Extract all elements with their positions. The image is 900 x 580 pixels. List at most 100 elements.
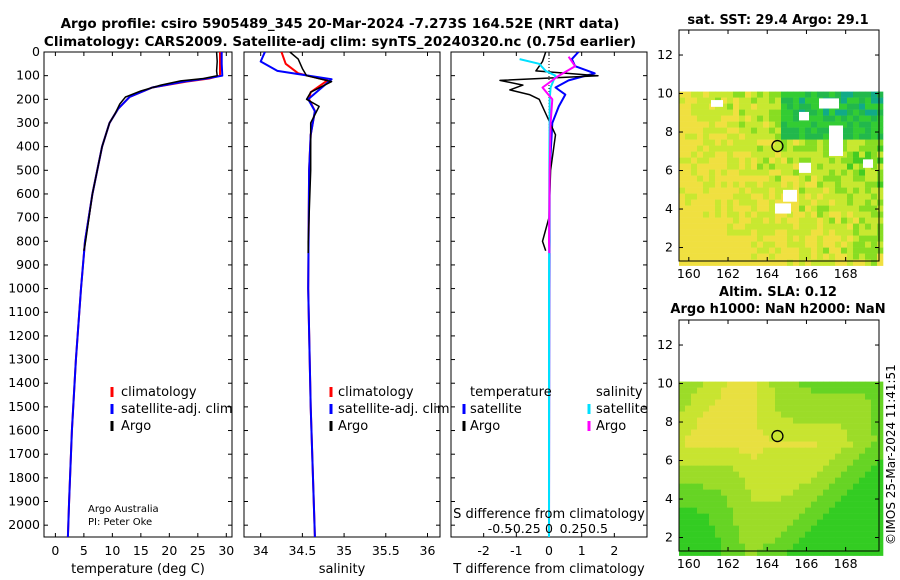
map-cell (871, 465, 878, 472)
map-cell (757, 127, 764, 134)
map-cell (685, 543, 692, 550)
map-cell (787, 465, 794, 472)
map-cell (691, 483, 698, 490)
map-cell (715, 229, 722, 236)
map-cell (865, 235, 872, 242)
map-cell (703, 259, 710, 266)
map-cell (751, 169, 758, 176)
map-cell (811, 501, 818, 508)
map-cell (679, 399, 686, 406)
map-cell (775, 483, 782, 490)
map-cell (847, 139, 854, 146)
map-cell (859, 157, 866, 164)
map-cell (751, 91, 758, 98)
map-cell (685, 471, 692, 478)
map-cell (721, 187, 728, 194)
map-cell (685, 429, 692, 436)
map-cell (817, 151, 824, 158)
map-cell (865, 217, 872, 224)
map-cell (709, 139, 716, 146)
map-cell (715, 205, 722, 212)
map-cell (697, 519, 704, 526)
map-cell (727, 223, 734, 230)
map-cell (781, 423, 788, 430)
map-cell (685, 513, 692, 520)
map-cell (697, 169, 704, 176)
map-cell (859, 211, 866, 218)
map-cell (781, 181, 788, 188)
map-cell (685, 109, 692, 116)
map-cell (775, 103, 782, 110)
map-cell (739, 501, 746, 508)
map-cell (871, 199, 878, 206)
map-cell (817, 549, 824, 556)
map-cell (751, 145, 758, 152)
map-cell (721, 199, 728, 206)
map-cell (859, 435, 866, 442)
map-cell (763, 187, 770, 194)
map-cell (829, 241, 836, 248)
map-cell (721, 441, 728, 448)
map-cell (763, 501, 770, 508)
map-cell (811, 387, 818, 394)
map-cell (865, 133, 872, 140)
map-cell (847, 525, 854, 532)
map-cell (703, 477, 710, 484)
map-cell (763, 423, 770, 430)
map-cell (829, 393, 836, 400)
map-cell (841, 241, 848, 248)
map-cell (823, 459, 830, 466)
map-cell (805, 205, 812, 212)
map-cell (775, 235, 782, 242)
map-cell (775, 175, 782, 182)
map-cell (793, 181, 800, 188)
map-cell (841, 217, 848, 224)
map-cell (823, 247, 830, 254)
map-cell (733, 441, 740, 448)
map-cell (805, 181, 812, 188)
map-cell (679, 229, 686, 236)
map-cell (817, 489, 824, 496)
map-cell (847, 193, 854, 200)
map-cell (751, 247, 758, 254)
map-cell (817, 459, 824, 466)
map-cell (847, 259, 854, 266)
map-cell (733, 429, 740, 436)
map-cell (835, 411, 842, 418)
map-cell (697, 211, 704, 218)
map-cell (823, 193, 830, 200)
map-cell (859, 465, 866, 472)
map-cell (769, 187, 776, 194)
ytick-label: 8 (665, 414, 673, 429)
map-cell (877, 193, 884, 200)
map-cell (823, 157, 830, 164)
map-cell (823, 417, 830, 424)
map-cell (733, 411, 740, 418)
map-cell (823, 211, 830, 218)
map-cell (823, 513, 830, 520)
map-cell (721, 121, 728, 128)
map-cell (691, 495, 698, 502)
map-cell (799, 411, 806, 418)
map-cell (715, 381, 722, 388)
map-cell (841, 549, 848, 556)
map-cell (739, 471, 746, 478)
xtick-label: 10 (104, 543, 120, 558)
map-cell (781, 531, 788, 538)
credit-line1: Argo Australia (88, 504, 159, 515)
map-cell (715, 109, 722, 116)
map-cell (715, 405, 722, 412)
map-cell (877, 531, 884, 538)
map-cell (805, 157, 812, 164)
map-cell (775, 133, 782, 140)
map-cell (733, 205, 740, 212)
map-cell (709, 121, 716, 128)
map-cell (865, 513, 872, 520)
map-cell (709, 531, 716, 538)
map-cell (793, 205, 800, 212)
map-cell (859, 115, 866, 122)
map-cell (787, 157, 794, 164)
map-cell (853, 205, 860, 212)
map-cell (841, 151, 848, 158)
map-cell (817, 513, 824, 520)
